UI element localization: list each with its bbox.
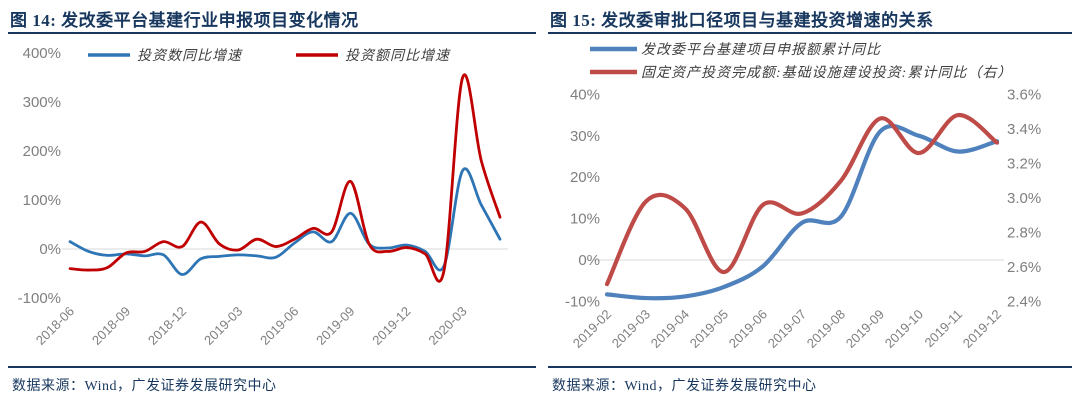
y-axis-right-tick-label: 3.4% [1007, 121, 1041, 138]
y-axis-right-tick-label: 2.6% [1007, 259, 1041, 276]
figure-15-panel: 图 15: 发改委审批口径项目与基建投资增速的关系 40% 30% 20% 10% 0%… [548, 0, 1072, 412]
series-line-1 [68, 73, 502, 283]
figure-14-panel: 图 14: 发改委平台基建行业申报项目变化情况 400% 300% 200% 100%… [8, 0, 536, 412]
x-axis-tick-label: 2019-12 [369, 304, 413, 348]
figure-15-chart: 40% 30% 20% 10% 0% -10% 3.6% 3.4% 3.2% 3.0% 2.8% 2.… [565, 42, 1041, 351]
figure-14-chart: 400% 300% 200% 100% 0% -100%2018-06 2018-09 201… [18, 45, 508, 348]
legend-item-0: 投资数同比增速 [88, 48, 243, 64]
legend-item-0: 发改委平台基建项目申报额累计同比 [590, 42, 882, 58]
legend-label-1: 投资额同比增速 [345, 48, 451, 64]
x-axis-tick-label: 2019-07 [765, 307, 809, 351]
y-axis-right-tick-label: 3.2% [1007, 155, 1041, 172]
x-axis-tick-label: 2018-12 [145, 304, 189, 348]
y-axis-tick-label: 100% [23, 192, 61, 209]
y-axis-tick-label: 300% [23, 94, 61, 111]
legend-item-1: 固定资产投资完成额:基础设施建设投资:累计同比（右） [590, 65, 1012, 81]
x-axis-tick-label: 2020-03 [425, 304, 469, 348]
y-axis-tick-label: 200% [23, 143, 61, 160]
y-axis-tick-label: -100% [18, 290, 61, 307]
y-axis-tick-label: 20% [570, 169, 600, 186]
x-axis-tick-label: 2018-06 [33, 304, 77, 348]
y-axis-tick-label: 10% [570, 211, 600, 228]
y-axis-right-tick-label: 3.6% [1007, 86, 1041, 103]
y-axis-right-tick-label: 3.0% [1007, 190, 1041, 207]
x-axis-tick-label: 2019-09 [843, 307, 887, 351]
y-axis-tick-label: 30% [570, 128, 600, 145]
x-axis-tick-label: 2019-03 [609, 307, 653, 351]
y-axis-tick-label: -10% [565, 293, 600, 310]
x-axis-tick-label: 2018-09 [89, 304, 133, 348]
series-line-0 [604, 124, 1000, 301]
x-axis-tick-label: 2019-08 [804, 307, 848, 351]
x-axis-tick-label: 2019-06 [257, 304, 301, 348]
series-line-0 [68, 167, 502, 276]
y-axis-tick-label: 0% [578, 252, 600, 269]
y-axis-tick-label: 400% [23, 45, 61, 62]
x-axis-tick-label: 2019-03 [201, 304, 245, 348]
figure-14-source: 数据来源：Wind，广发证券发展研究中心 [8, 366, 536, 412]
y-axis-tick-label: 40% [570, 86, 600, 103]
figure-14-title: 图 14: 发改委平台基建行业申报项目变化情况 [8, 0, 536, 34]
figure-15-title: 图 15: 发改委审批口径项目与基建投资增速的关系 [548, 0, 1072, 34]
x-axis-tick-label: 2019-11 [921, 307, 965, 351]
figure-15-source: 数据来源：Wind，广发证券发展研究中心 [548, 366, 1072, 412]
x-axis-tick-label: 2019-09 [313, 304, 357, 348]
x-axis-tick-label: 2019-05 [687, 307, 731, 351]
x-axis-tick-label: 2019-04 [648, 307, 692, 351]
x-axis-tick-label: 2019-12 [960, 307, 1004, 351]
y-axis-right-tick-label: 2.4% [1007, 293, 1041, 310]
x-axis-tick-label: 2019-02 [570, 307, 614, 351]
x-axis-tick-label: 2019-06 [726, 307, 770, 351]
legend-label-1: 固定资产投资完成额:基础设施建设投资:累计同比（右） [641, 65, 1012, 81]
y-axis-tick-label: 0% [39, 241, 61, 258]
x-axis-tick-label: 2019-10 [882, 307, 926, 351]
series-line-1 [604, 113, 1000, 287]
legend-label-0: 投资数同比增速 [137, 48, 243, 64]
legend-label-0: 发改委平台基建项目申报额累计同比 [641, 42, 882, 58]
legend-item-1: 投资额同比增速 [296, 48, 451, 64]
y-axis-right-tick-label: 2.8% [1007, 224, 1041, 241]
